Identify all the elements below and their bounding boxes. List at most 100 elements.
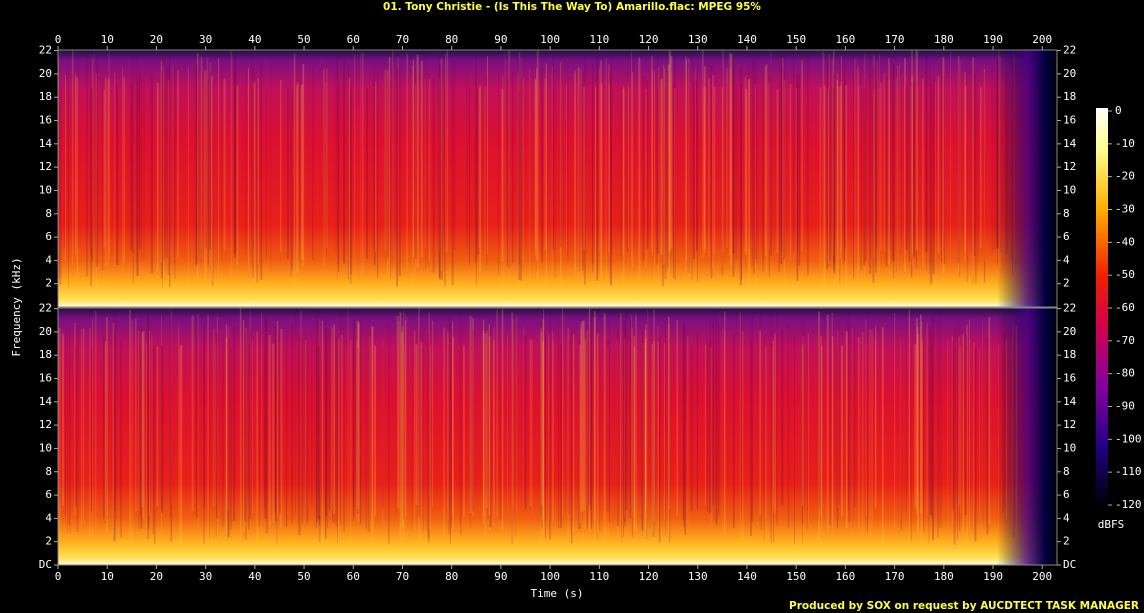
texture	[501, 309, 504, 530]
texture	[498, 68, 500, 276]
texture	[861, 332, 864, 536]
texture	[772, 346, 774, 532]
texture	[969, 319, 970, 530]
texture	[167, 64, 169, 275]
texture	[515, 315, 518, 530]
texture	[482, 330, 485, 525]
texture	[858, 86, 860, 273]
texture	[906, 85, 909, 251]
texture	[617, 340, 619, 532]
texture	[104, 340, 107, 523]
texture	[605, 58, 607, 283]
texture	[572, 334, 575, 532]
texture	[663, 342, 666, 521]
texture	[265, 84, 268, 259]
texture	[280, 328, 283, 528]
texture	[773, 343, 774, 542]
texture	[413, 330, 416, 531]
colorbar-tick-label: -90	[1115, 400, 1135, 413]
texture	[710, 65, 713, 279]
texture	[545, 63, 547, 284]
texture	[840, 56, 843, 286]
texture	[536, 68, 538, 261]
texture	[325, 82, 327, 259]
texture	[854, 339, 856, 508]
texture	[170, 310, 172, 506]
texture	[120, 340, 122, 538]
texture	[104, 77, 107, 267]
texture	[906, 310, 907, 516]
texture	[910, 346, 912, 542]
texture	[688, 58, 690, 277]
texture	[403, 334, 405, 521]
texture	[218, 58, 220, 279]
texture	[460, 312, 462, 536]
texture	[163, 66, 164, 284]
texture	[506, 79, 509, 267]
texture	[386, 78, 389, 258]
texture	[759, 331, 762, 516]
texture	[257, 78, 259, 265]
texture	[136, 81, 139, 276]
texture	[247, 67, 249, 270]
texture	[592, 62, 594, 273]
texture	[616, 329, 619, 526]
texture	[664, 86, 667, 280]
texture	[957, 55, 960, 272]
texture	[206, 57, 209, 266]
texture	[801, 60, 803, 252]
texture	[404, 344, 406, 530]
texture	[353, 338, 354, 522]
texture	[929, 326, 932, 516]
texture	[468, 87, 470, 265]
texture	[338, 84, 340, 273]
texture	[350, 88, 352, 275]
texture	[280, 79, 282, 253]
texture	[937, 76, 940, 254]
texture	[95, 73, 98, 287]
texture	[726, 68, 728, 248]
texture	[501, 89, 504, 262]
texture	[204, 70, 207, 283]
colorbar-tick-label: -10	[1115, 137, 1135, 150]
texture	[91, 319, 94, 540]
colorbar-tick-label: -110	[1115, 465, 1142, 478]
texture	[951, 335, 954, 524]
y-tick-label: 18	[39, 348, 52, 361]
texture	[603, 313, 606, 538]
texture	[591, 74, 594, 265]
texture	[76, 77, 79, 277]
texture	[454, 59, 456, 251]
y-tick-label: 22	[1063, 302, 1076, 315]
texture	[414, 83, 417, 274]
texture	[958, 336, 961, 506]
texture	[836, 345, 837, 524]
texture	[95, 55, 98, 267]
texture	[676, 320, 678, 517]
texture	[542, 319, 545, 536]
texture	[839, 51, 841, 284]
texture	[325, 316, 327, 539]
texture	[161, 315, 162, 533]
texture	[227, 336, 230, 538]
texture	[645, 338, 647, 541]
texture	[781, 329, 784, 506]
texture	[818, 311, 821, 541]
y-tick-label: 14	[1063, 395, 1077, 408]
y-tick-label: 12	[39, 160, 52, 173]
texture	[249, 330, 252, 519]
texture	[359, 319, 362, 524]
texture	[375, 81, 377, 252]
texture	[412, 338, 414, 528]
texture	[427, 343, 430, 544]
texture	[748, 55, 750, 250]
texture	[395, 342, 397, 515]
texture	[315, 308, 319, 523]
texture	[594, 311, 596, 522]
texture	[590, 311, 593, 529]
texture	[226, 337, 228, 533]
texture	[900, 337, 902, 521]
texture	[732, 56, 735, 254]
texture	[234, 72, 236, 258]
texture	[642, 328, 644, 533]
